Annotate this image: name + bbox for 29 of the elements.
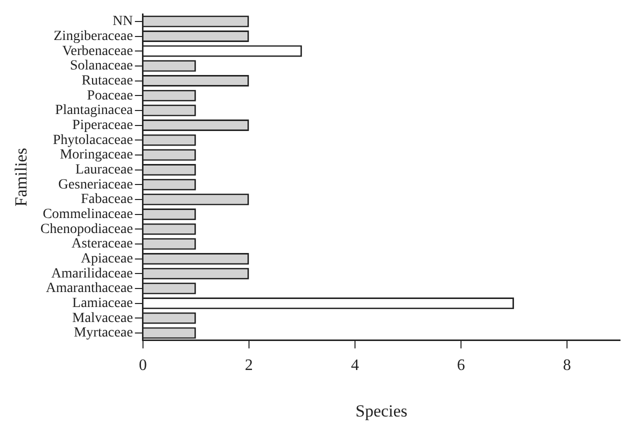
y-tick-label: Amaranthaceae (46, 281, 133, 296)
y-tick-label: Myrtaceae (74, 326, 133, 341)
y-tick-label: Verbenaceae (62, 44, 133, 59)
y-tick-label: Rutaceae (82, 73, 133, 88)
y-tick-label: NN (112, 14, 133, 30)
y-tick-label: Poaceae (87, 88, 133, 104)
y-tick-label: Amarilidaceae (51, 266, 133, 282)
y-tick-label: Chenopodiaceae (40, 222, 133, 237)
y-tick-label: Piperaceae (72, 118, 133, 133)
y-tick-label: Lamiaceae (72, 296, 133, 311)
y-tick-label: Apiaceae (80, 251, 133, 266)
x-tick-label: 6 (456, 357, 465, 374)
y-tick-label: Zingiberaceae (54, 28, 133, 44)
y-tick-label: Phytolacaceae (52, 132, 133, 148)
y-tick-label: Moringaceae (60, 148, 133, 163)
x-tick-label: 4 (350, 357, 359, 374)
x-tick-label: 0 (138, 357, 147, 374)
y-tick-label: Malvaceae (72, 310, 133, 326)
y-tick-label: Asteraceae (72, 236, 133, 252)
y-tick-label: Commelinaceae (42, 206, 133, 222)
x-tick-label: 2 (244, 357, 253, 374)
y-axis-title: Families (12, 148, 31, 206)
x-tick-label: 8 (562, 357, 571, 374)
y-tick-label: Solanaceae (70, 58, 133, 74)
y-tick-label: Lauraceae (75, 162, 133, 178)
y-tick-label: Plantaginacea (55, 103, 134, 118)
x-axis-title: Species (355, 401, 408, 420)
y-tick-label: Fabaceae (80, 192, 133, 208)
y-tick-label: Gesneriaceae (58, 177, 133, 192)
